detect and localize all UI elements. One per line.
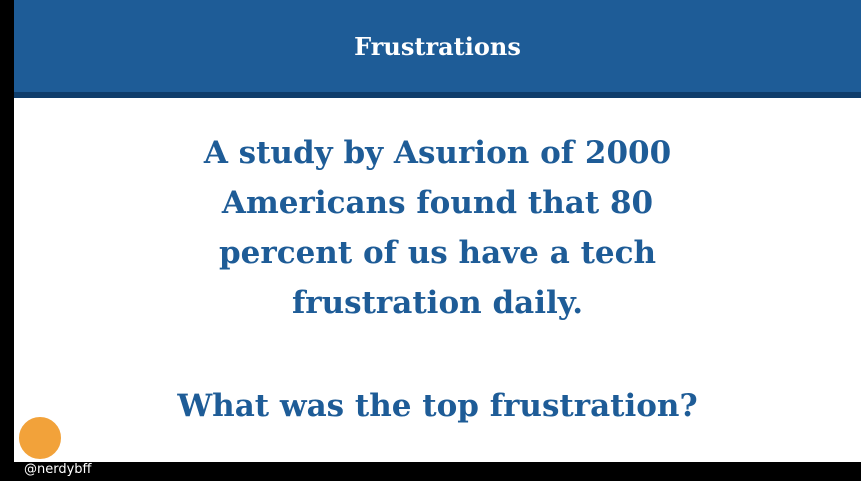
question: What was the top frustration?	[177, 388, 698, 424]
handle: @nerdybff	[24, 462, 92, 477]
slide: Frustrations A study by Asurion of 2000 …	[14, 0, 861, 462]
line: A study by Asurion of 2000	[203, 135, 672, 171]
body-text: A study by Asurion of 2000 Americans fou…	[14, 128, 861, 328]
line: Americans found that 80	[221, 185, 654, 221]
line: percent of us have a tech	[218, 235, 657, 271]
line: frustration daily.	[291, 285, 584, 321]
header: Frustrations	[14, 0, 861, 98]
title: Frustrations	[354, 31, 521, 61]
avatar	[16, 414, 64, 462]
